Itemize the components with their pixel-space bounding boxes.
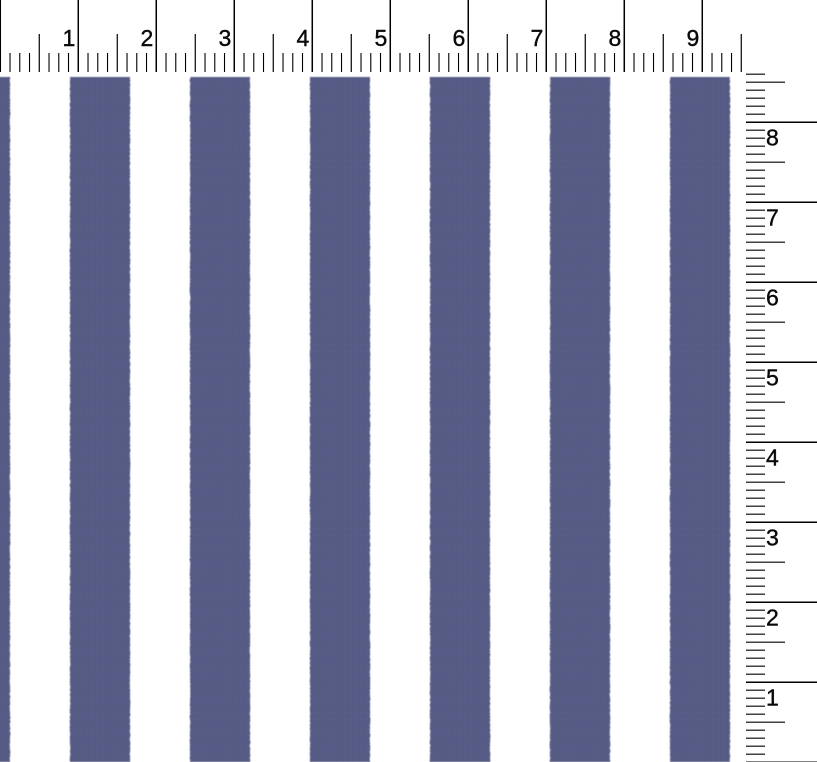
svg-text:6: 6 [766, 285, 779, 311]
svg-text:7: 7 [531, 25, 544, 51]
svg-text:6: 6 [453, 25, 466, 51]
svg-text:9: 9 [687, 25, 700, 51]
svg-text:3: 3 [766, 525, 779, 551]
svg-text:5: 5 [766, 365, 779, 391]
svg-text:3: 3 [219, 25, 232, 51]
svg-text:2: 2 [766, 605, 779, 631]
svg-text:1: 1 [766, 685, 779, 711]
svg-text:7: 7 [766, 205, 779, 231]
svg-text:2: 2 [141, 25, 154, 51]
svg-text:8: 8 [766, 125, 779, 151]
svg-text:5: 5 [375, 25, 388, 51]
svg-text:1: 1 [63, 25, 76, 51]
svg-text:8: 8 [609, 25, 622, 51]
svg-text:4: 4 [766, 445, 779, 471]
svg-text:4: 4 [297, 25, 310, 51]
